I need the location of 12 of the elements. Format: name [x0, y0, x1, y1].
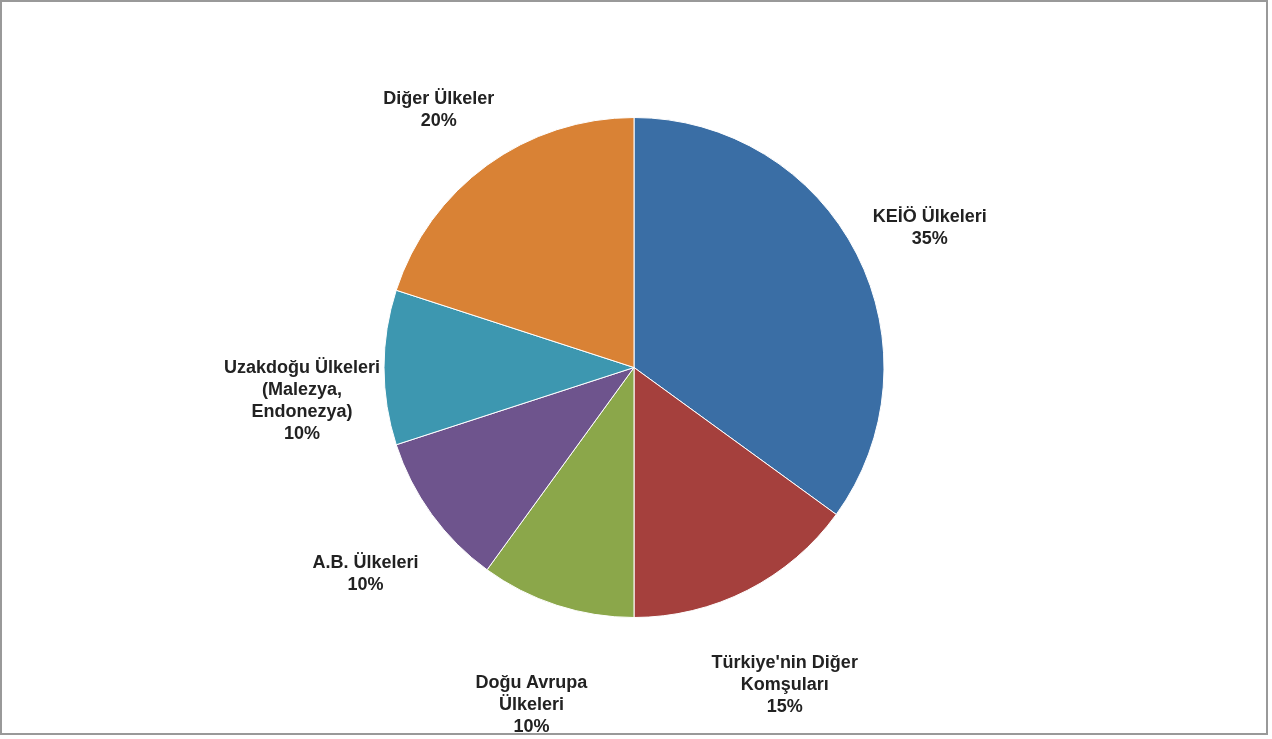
data-label: 10%	[283, 422, 321, 443]
slice-label: KEİÖ Ülkeleri	[872, 205, 987, 226]
slice-label: Doğu Avrupa Ülkeleri	[475, 672, 589, 715]
data-label: 15%	[766, 696, 803, 717]
data-label: 10%	[513, 716, 550, 737]
slice-label: A.B. Ülkeleri	[312, 551, 419, 572]
data-label: 20%	[420, 109, 457, 130]
data-label: 35%	[911, 227, 948, 248]
slice-label: Uzakdoğu Ülkeleri (Malezya, Endonezya)	[223, 356, 381, 421]
slice-label: Türkiye'nin Diğer Komşuları	[711, 652, 858, 695]
slice-label: Diğer Ülkeler	[383, 87, 495, 108]
data-label: 10%	[347, 573, 384, 594]
